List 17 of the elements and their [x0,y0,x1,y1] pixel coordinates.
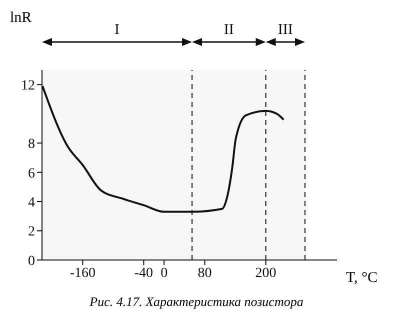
band-label: II [224,22,234,38]
y-tick-label: 4 [28,196,35,211]
y-tick-label: 0 [28,254,35,269]
x-axis-title: T, °C [346,270,378,287]
band-label: I [114,22,120,38]
y-tick-label: 6 [28,166,35,182]
x-tick-label: 0 [160,266,168,281]
y-axis-title: lnR [10,10,32,27]
text: Рис. 4.17. Характеристика позистора [88,294,304,310]
x-tick-label: 80 [198,266,212,281]
x-tick-label: 200 [255,266,276,281]
x-tick-label: -40 [134,266,154,281]
y-tick-label: 12 [21,78,35,94]
x-tick-label: -160 [70,266,96,281]
band-label: III [278,22,293,38]
y-tick-label: 8 [28,137,35,152]
y-tick-label: 2 [28,224,35,240]
